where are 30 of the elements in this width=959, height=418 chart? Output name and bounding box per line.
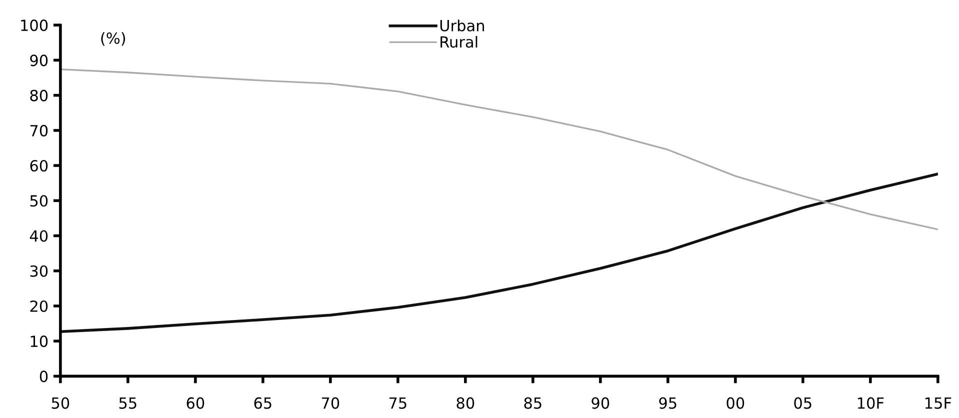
- line-series: [60, 68, 938, 230]
- y-tick-label: 20: [30, 300, 48, 312]
- legend-label: Rural: [440, 36, 478, 48]
- y-tick-label: 10: [30, 336, 48, 348]
- y-tick-label: 100: [21, 20, 48, 32]
- x-tick-label: 80: [456, 397, 474, 409]
- x-tick-label: 70: [322, 397, 340, 409]
- x-tick-label: 90: [592, 397, 610, 409]
- y-tick-label: 30: [30, 265, 48, 277]
- x-tick-label: 65: [254, 397, 272, 409]
- line-series: [60, 172, 938, 333]
- y-tick-label: 90: [30, 54, 48, 66]
- legend-label: Urban: [440, 20, 484, 32]
- x-tick-label: 00: [726, 397, 744, 409]
- y-tick-label: 50: [30, 195, 48, 207]
- x-tick-label: 10F: [858, 397, 884, 409]
- x-tick-label: 05: [794, 397, 812, 409]
- x-tick-label: 15F: [925, 398, 952, 409]
- y-tick-label: 0: [40, 370, 48, 382]
- x-tick-label: 55: [119, 398, 136, 409]
- y-tick-label: 70: [30, 124, 48, 136]
- x-tick-label: 95: [659, 397, 676, 409]
- x-tick-label: 75: [389, 398, 406, 409]
- y-tick-label: 60: [30, 160, 48, 172]
- x-tick-label: 50: [52, 397, 70, 409]
- y-tick-label: 80: [30, 90, 48, 102]
- annotation: (%): [101, 32, 126, 46]
- y-tick-label: 40: [30, 230, 48, 242]
- x-tick-label: 85: [524, 397, 542, 409]
- x-tick-label: 60: [186, 397, 204, 409]
